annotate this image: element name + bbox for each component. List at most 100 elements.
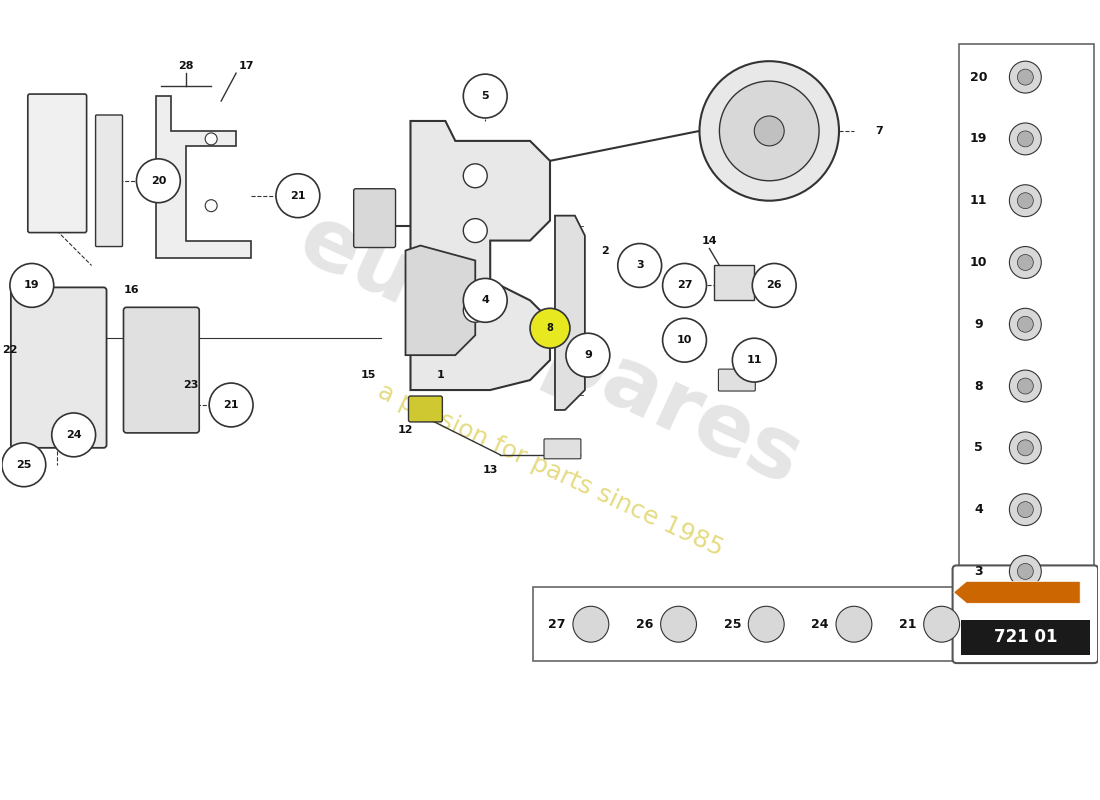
- Circle shape: [1018, 69, 1033, 85]
- Text: 26: 26: [636, 618, 653, 630]
- Circle shape: [136, 159, 180, 202]
- Polygon shape: [156, 96, 251, 258]
- Text: 11: 11: [747, 355, 762, 365]
- Text: 28: 28: [178, 61, 194, 71]
- Circle shape: [1018, 502, 1033, 518]
- Circle shape: [748, 606, 784, 642]
- Circle shape: [1010, 61, 1042, 93]
- Text: 2: 2: [601, 246, 608, 255]
- Text: 21: 21: [223, 400, 239, 410]
- Text: 4: 4: [482, 295, 490, 306]
- Text: 1: 1: [437, 370, 444, 380]
- Circle shape: [530, 308, 570, 348]
- Text: 25: 25: [16, 460, 32, 470]
- FancyBboxPatch shape: [718, 369, 756, 391]
- Text: 27: 27: [548, 618, 565, 630]
- Text: 25: 25: [724, 618, 741, 630]
- Text: 5: 5: [975, 442, 983, 454]
- Circle shape: [1018, 378, 1033, 394]
- Circle shape: [1010, 432, 1042, 464]
- Circle shape: [52, 413, 96, 457]
- Text: 16: 16: [123, 286, 140, 295]
- Text: 20: 20: [151, 176, 166, 186]
- Circle shape: [719, 81, 820, 181]
- Text: 27: 27: [676, 280, 692, 290]
- Circle shape: [924, 606, 959, 642]
- Circle shape: [1018, 316, 1033, 332]
- Circle shape: [565, 334, 609, 377]
- Text: 20: 20: [970, 70, 988, 84]
- Text: 17: 17: [239, 61, 254, 71]
- Circle shape: [463, 164, 487, 188]
- FancyBboxPatch shape: [354, 189, 396, 247]
- Polygon shape: [954, 582, 1080, 603]
- Text: 5: 5: [482, 91, 490, 101]
- Text: 21: 21: [290, 190, 306, 201]
- FancyBboxPatch shape: [123, 307, 199, 433]
- Text: 13: 13: [483, 465, 498, 474]
- Text: 24: 24: [66, 430, 81, 440]
- Text: 3: 3: [636, 261, 644, 270]
- Text: 22: 22: [2, 345, 18, 355]
- Circle shape: [661, 606, 696, 642]
- Text: 26: 26: [767, 280, 782, 290]
- Text: 3: 3: [975, 565, 982, 578]
- Text: 8: 8: [975, 379, 982, 393]
- Circle shape: [573, 606, 608, 642]
- FancyBboxPatch shape: [408, 396, 442, 422]
- Text: 14: 14: [702, 235, 717, 246]
- Circle shape: [463, 74, 507, 118]
- Text: 19: 19: [970, 133, 987, 146]
- Text: 19: 19: [24, 280, 40, 290]
- Circle shape: [1010, 123, 1042, 155]
- Text: 9: 9: [975, 318, 982, 330]
- Circle shape: [463, 278, 507, 322]
- Text: a passion for parts since 1985: a passion for parts since 1985: [374, 379, 726, 561]
- FancyBboxPatch shape: [28, 94, 87, 233]
- FancyBboxPatch shape: [11, 287, 107, 448]
- Circle shape: [755, 116, 784, 146]
- Circle shape: [836, 606, 872, 642]
- Circle shape: [206, 133, 217, 145]
- Text: 8: 8: [547, 323, 553, 334]
- Text: 21: 21: [899, 618, 916, 630]
- Text: 11: 11: [970, 194, 988, 207]
- Circle shape: [1010, 185, 1042, 217]
- Circle shape: [700, 61, 839, 201]
- Circle shape: [1018, 193, 1033, 209]
- Text: eurospares: eurospares: [286, 198, 814, 503]
- Circle shape: [1010, 370, 1042, 402]
- Circle shape: [2, 443, 46, 486]
- Circle shape: [618, 243, 661, 287]
- Text: 6: 6: [362, 210, 370, 221]
- Circle shape: [1010, 555, 1042, 587]
- Circle shape: [1010, 246, 1042, 278]
- Circle shape: [1010, 494, 1042, 526]
- Polygon shape: [556, 216, 585, 410]
- Polygon shape: [406, 246, 475, 355]
- FancyBboxPatch shape: [958, 44, 1094, 604]
- Circle shape: [1018, 254, 1033, 270]
- Circle shape: [1010, 308, 1042, 340]
- Text: 721 01: 721 01: [993, 628, 1057, 646]
- Text: 10: 10: [970, 256, 988, 269]
- Polygon shape: [410, 121, 550, 390]
- Circle shape: [733, 338, 777, 382]
- Text: 18: 18: [52, 116, 67, 126]
- Circle shape: [209, 383, 253, 427]
- Circle shape: [1018, 440, 1033, 456]
- FancyBboxPatch shape: [96, 115, 122, 246]
- Text: 23: 23: [184, 380, 199, 390]
- FancyBboxPatch shape: [534, 587, 976, 661]
- Text: 24: 24: [812, 618, 828, 630]
- Circle shape: [1018, 563, 1033, 579]
- Text: 7: 7: [874, 126, 882, 136]
- Circle shape: [1018, 131, 1033, 147]
- Circle shape: [10, 263, 54, 307]
- Circle shape: [276, 174, 320, 218]
- Circle shape: [206, 200, 217, 212]
- FancyBboxPatch shape: [544, 439, 581, 458]
- Circle shape: [662, 318, 706, 362]
- FancyBboxPatch shape: [953, 566, 1098, 663]
- Text: 10: 10: [676, 335, 692, 346]
